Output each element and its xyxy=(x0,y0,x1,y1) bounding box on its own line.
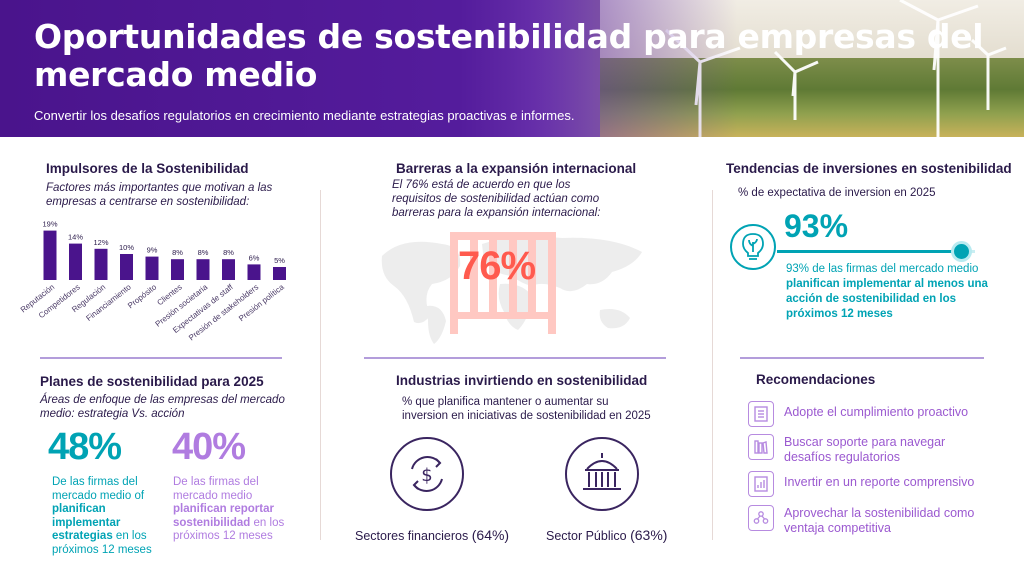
trends-text-prefix: 93% de las firmas del mercado medio xyxy=(786,263,979,275)
bar-value-label: 8% xyxy=(198,248,209,257)
drivers-bar-chart: 19%Reputación14%Competidores12%Regulació… xyxy=(19,220,286,343)
section-divider-left xyxy=(40,357,282,359)
column-divider-left xyxy=(320,190,321,540)
lightbulb-leaf-icon xyxy=(730,224,776,270)
barrier-gate-icon xyxy=(450,232,556,334)
recommendation-item: Adopte el cumplimiento proactivo xyxy=(748,401,968,427)
bar-value-label: 8% xyxy=(172,248,183,257)
document-checklist-icon xyxy=(748,401,774,427)
bar xyxy=(196,259,210,280)
bar xyxy=(171,259,184,280)
dollar-cycle-icon: $ xyxy=(390,437,464,511)
recommendation-label: Adopte el cumplimiento proactivo xyxy=(784,405,969,419)
category-label: Propósito xyxy=(126,282,159,310)
bar-value-label: 14% xyxy=(68,233,83,242)
category-label: Presión política xyxy=(237,282,286,323)
plans-stat2-suffix: en los próximos 12 meses xyxy=(173,516,285,543)
page-title: Oportunidades de sostenibilidad para emp… xyxy=(34,17,984,94)
page-subtitle: Convertir los desafíos regulatorios en c… xyxy=(34,108,575,123)
section-divider-middle xyxy=(364,357,666,359)
banner-gradient-overlay xyxy=(0,0,1024,137)
column-divider-right xyxy=(712,190,713,540)
report-chart-icon xyxy=(748,471,774,497)
books-icon xyxy=(748,434,774,460)
bar xyxy=(94,248,108,280)
plans-stat2-value: 40% xyxy=(172,426,246,468)
industry-financial-name: Sectores financieros xyxy=(355,529,469,543)
trends-text-bold: planifican implementar al menos una acci… xyxy=(786,278,988,320)
bar xyxy=(120,254,133,280)
bar-value-label: 19% xyxy=(42,220,57,229)
barriers-value: 76% xyxy=(458,244,536,288)
trends-title: Tendencias de inversiones en sostenibili… xyxy=(726,161,1012,176)
recommendation-label: Aprovechar la sostenibilidad como ventaj… xyxy=(784,506,975,535)
recommendation-label: Buscar soporte para navegar desafíos reg… xyxy=(784,435,946,464)
bar xyxy=(222,259,235,280)
industry-public-name: Sector Público xyxy=(546,529,627,543)
industry-public-value: (63%) xyxy=(630,527,668,543)
plans-stat2-bold: planifican reportar sostenibilidad xyxy=(173,503,274,529)
trends-description: % de expectativa de inversion en 2025 xyxy=(738,187,936,199)
recommendation-label: Invertir en un reporte comprensivo xyxy=(784,475,975,489)
industry-public-label: Sector Público (63%) xyxy=(546,527,667,543)
trends-progress-knob xyxy=(954,244,969,259)
bar-value-label: 5% xyxy=(274,256,285,265)
drivers-description: Factores más importantes que motivan a l… xyxy=(46,182,273,208)
recommendations-title: Recomendaciones xyxy=(756,372,876,387)
trends-text: 93% de las firmas del mercado medio plan… xyxy=(786,262,990,322)
plans-stat1-prefix: De las firmas del mercado medio of xyxy=(52,476,145,502)
bar-value-label: 9% xyxy=(147,246,158,255)
people-network-icon xyxy=(748,505,774,531)
bar-value-label: 6% xyxy=(249,253,260,262)
plans-stat2-text: De las firmas del mercado medio planific… xyxy=(173,476,293,544)
barriers-title: Barreras a la expansión internacional xyxy=(396,161,637,176)
trends-progress-fill xyxy=(777,250,961,253)
industry-financial-value: (64%) xyxy=(471,527,510,543)
drivers-title: Impulsores de la Sostenibilidad xyxy=(46,161,249,176)
bar-value-label: 12% xyxy=(93,238,108,247)
plans-stat1-bold: planifican implementar estrategias xyxy=(52,503,121,542)
bar xyxy=(247,264,261,280)
plans-stat1-text: De las firmas del mercado medio of plani… xyxy=(52,476,152,557)
barriers-description: El 76% está de acuerdo en que los requis… xyxy=(392,179,601,219)
plans-stat1-value: 48% xyxy=(48,426,122,468)
recommendation-item: Aprovechar la sostenibilidad como ventaj… xyxy=(748,505,984,536)
section-divider-right xyxy=(740,357,984,359)
bar xyxy=(273,267,286,280)
bar-value-label: 10% xyxy=(119,243,134,252)
industry-financial-label: Sectores financieros (64%) xyxy=(355,527,509,543)
industries-title: Industrias invirtiendo en sostenibilidad xyxy=(396,373,648,388)
bar xyxy=(69,243,82,280)
government-building-icon xyxy=(565,437,639,511)
bar xyxy=(43,230,57,280)
industries-description: % que planifica mantener o aumentar su i… xyxy=(402,396,651,422)
recommendation-item: Buscar soporte para navegar desafíos reg… xyxy=(748,434,964,465)
plans-stat1-suffix: en los próximos 12 meses xyxy=(52,530,152,556)
bar-value-label: 8% xyxy=(223,248,234,257)
header-banner: Oportunidades de sostenibilidad para emp… xyxy=(0,0,1024,137)
plans-title: Planes de sostenibilidad para 2025 xyxy=(40,374,264,389)
trends-value: 93% xyxy=(784,208,849,244)
plans-description: Áreas de enfoque de las empresas del mer… xyxy=(40,394,285,420)
svg-text:$: $ xyxy=(421,465,432,486)
recommendation-item: Invertir en un reporte comprensivo xyxy=(748,471,974,497)
bar xyxy=(145,256,159,280)
plans-stat2-prefix: De las firmas del mercado medio xyxy=(173,476,259,502)
world-map-image xyxy=(381,236,642,344)
